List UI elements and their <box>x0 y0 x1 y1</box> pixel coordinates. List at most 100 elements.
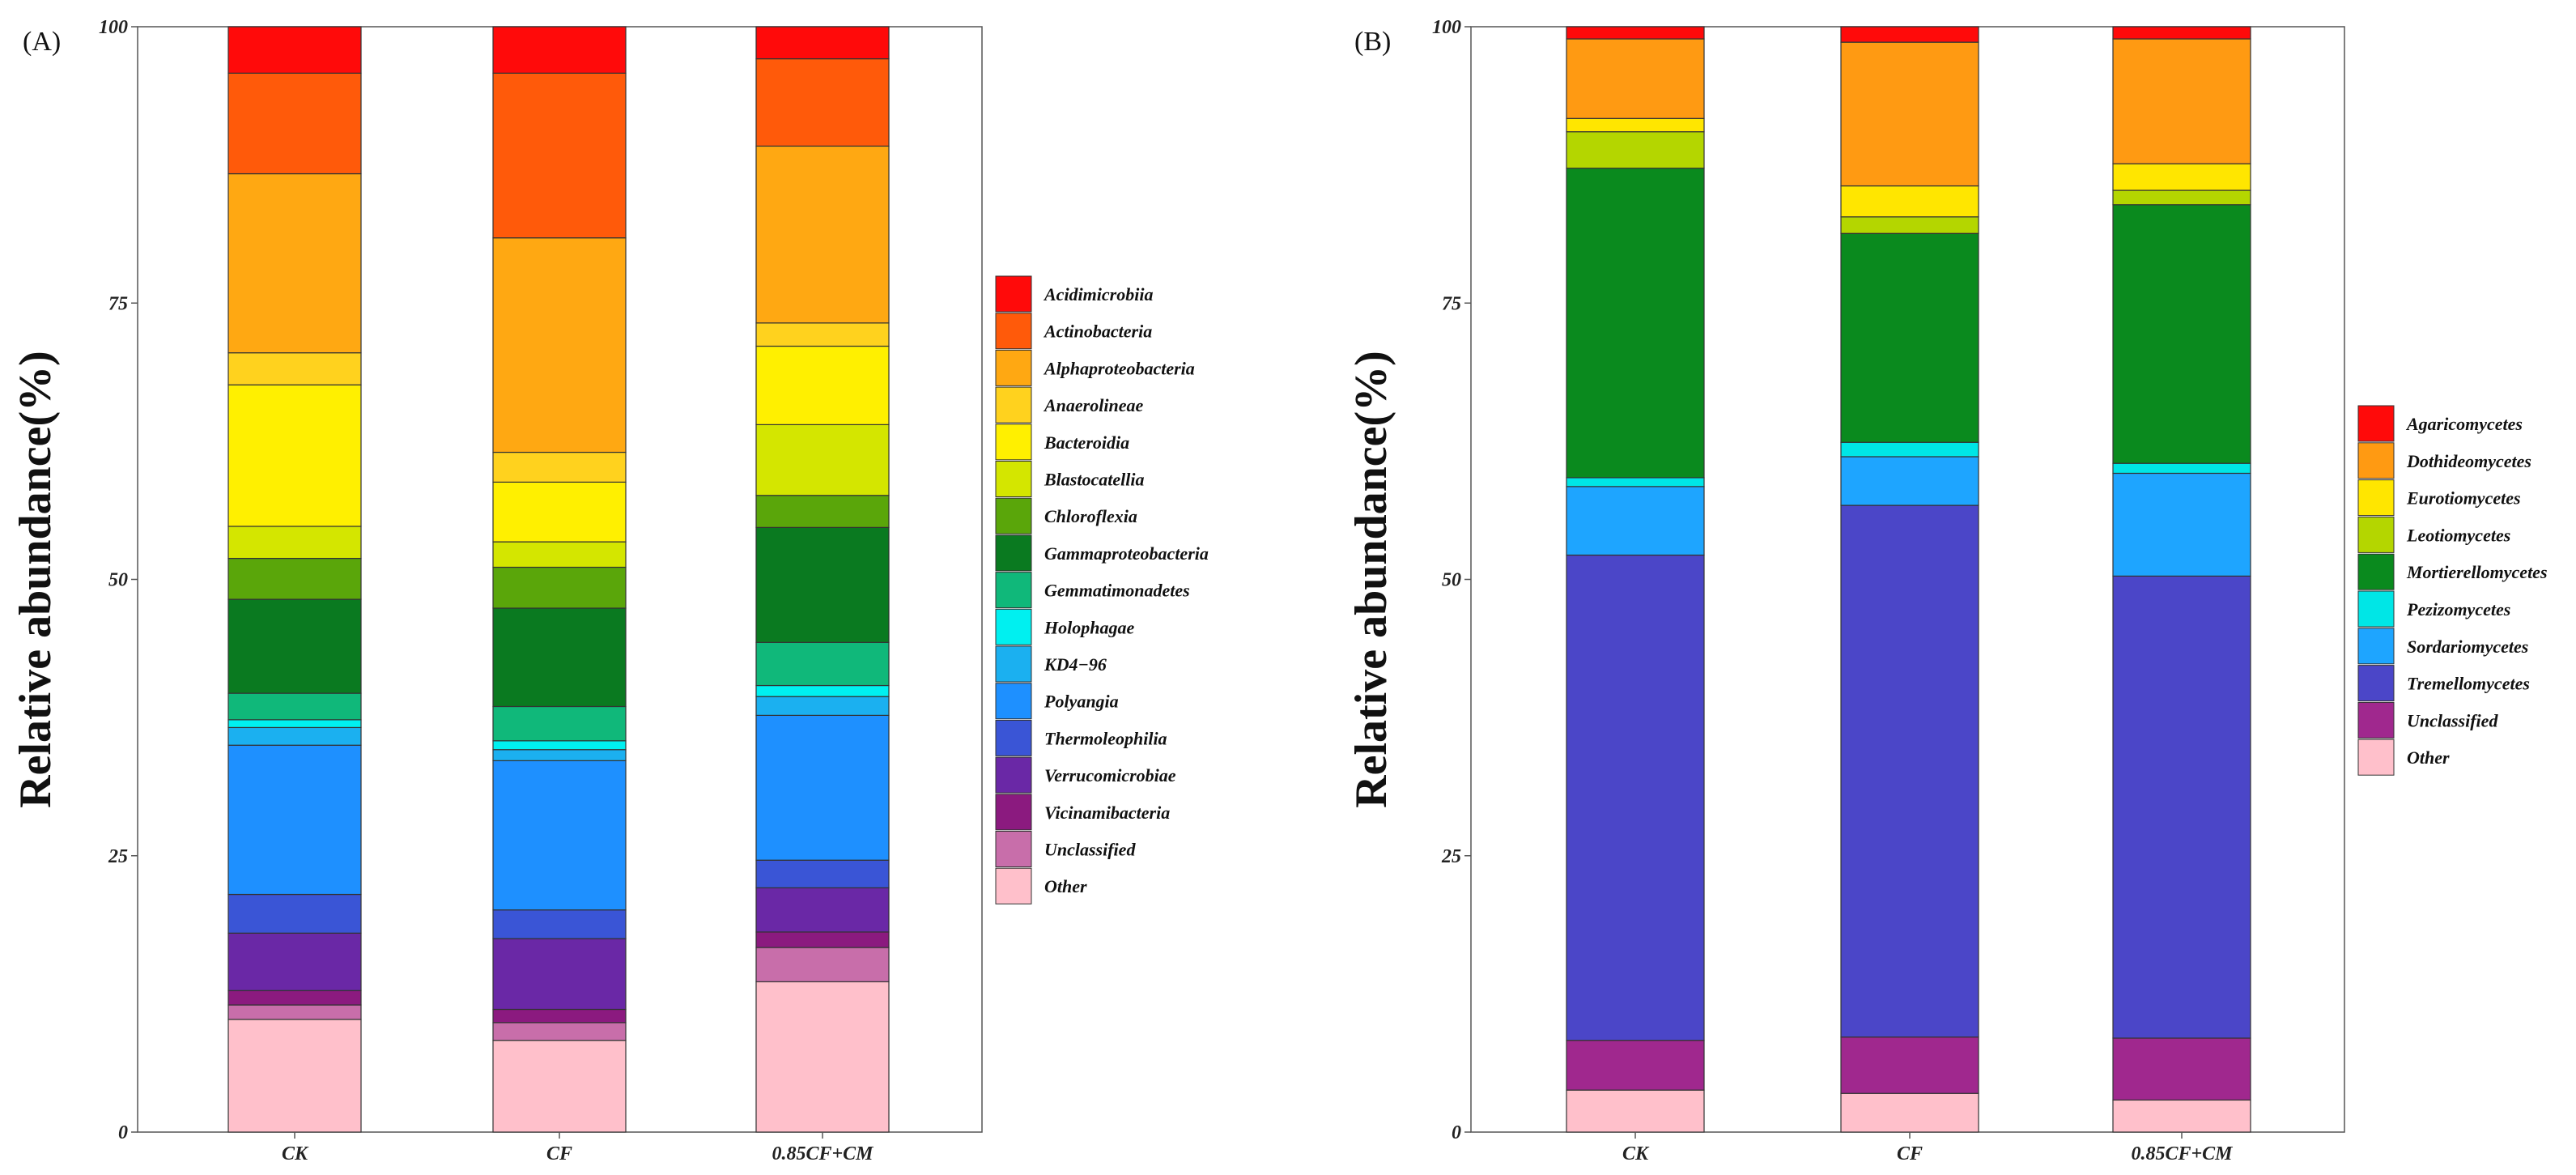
panel-label: (B) <box>1354 27 1391 57</box>
legend-swatch-other <box>995 867 1032 905</box>
bar-segment-ck-unclassified <box>227 1004 362 1020</box>
legend-label-mortierellomycetes: Mortierellomycetes <box>2406 562 2548 582</box>
bar-segment-cf-acidimicrobiia <box>492 26 627 74</box>
legend-label-agaricomycetes: Agaricomycetes <box>2405 414 2523 434</box>
panel-label: (A) <box>23 27 61 57</box>
bar-segment-0-85cf-cm-leotiomycetes <box>2112 189 2251 206</box>
x-tick-label: CK <box>1622 1143 1650 1164</box>
bar-segment-ck-chloroflexia <box>227 557 362 600</box>
legend-label-gammaproteobacteria: Gammaproteobacteria <box>1044 543 1209 564</box>
bar-segment-cf-holophagae <box>492 740 627 751</box>
y-tick-label: 75 <box>108 293 128 314</box>
legend-swatch-thermoleophilia <box>995 719 1032 756</box>
bar-segment-ck-other <box>227 1019 362 1133</box>
legend-swatch-mortierellomycetes <box>2357 553 2395 590</box>
bar-segment-cf-pezizomycetes <box>1840 441 1979 458</box>
y-tick-label: 0 <box>118 1122 128 1143</box>
bar-segment-ck-other <box>1566 1089 1705 1133</box>
y-tick-label: 0 <box>1452 1122 1461 1143</box>
bar-segment-ck-mortierellomycetes <box>1566 168 1705 479</box>
bar-segment-cf-gammaproteobacteria <box>492 607 627 708</box>
legend-swatch-blastocatellia <box>995 461 1032 497</box>
panel-b: (B) Relative abundance(%) 0 25 50 75 100 CK CF 0.… <box>1346 17 2548 1164</box>
bar-segment-0-85cf-cm-polyangia <box>755 714 890 861</box>
bar-segment-0-85cf-cm-acidimicrobiia <box>755 26 890 60</box>
bar-segment-ck-gammaproteobacteria <box>227 598 362 694</box>
bar-segment-ck-dothideomycetes <box>1566 38 1705 119</box>
bar-segment-0-85cf-cm-chloroflexia <box>755 495 890 528</box>
y-axis-label: Relative abundance(%) <box>1346 351 1396 808</box>
bar-segment-0-85cf-cm-alphaproteobacteria <box>755 145 890 324</box>
legend-label-other: Other <box>1044 876 1087 896</box>
bar-segment-0-85cf-cm-other <box>2112 1099 2251 1133</box>
bar-segment-ck-agaricomycetes <box>1566 26 1705 40</box>
bar-segment-0-85cf-cm-actinobacteria <box>755 57 890 147</box>
y-tick-label: 75 <box>1442 293 1461 314</box>
bar-segment-0-85cf-cm-gemmatimonadetes <box>755 641 890 687</box>
legend-label-verrucomicrobiae: Verrucomicrobiae <box>1044 765 1176 785</box>
legend-swatch-vicinamibacteria <box>995 794 1032 831</box>
legend-label-holophagae: Holophagae <box>1044 617 1134 637</box>
bar-segment-cf-vicinamibacteria <box>492 1008 627 1024</box>
legend-swatch-chloroflexia <box>995 497 1032 534</box>
y-tick-label: 100 <box>1432 17 1461 38</box>
bar-segment-ck-leotiomycetes <box>1566 131 1705 169</box>
legend-swatch-other <box>2357 739 2395 776</box>
legend-swatch-bacteroidia <box>995 424 1032 461</box>
bar-segment-ck-tremellomycetes <box>1566 554 1705 1041</box>
bar-segment-ck-blastocatellia <box>227 526 362 560</box>
bar-segment-ck-vicinamibacteria <box>227 990 362 1006</box>
y-tick-label: 100 <box>99 17 128 38</box>
legend-swatch-verrucomicrobiae <box>995 756 1032 794</box>
y-axis-label: Relative abundance(%) <box>11 351 61 808</box>
bar-segment-ck-acidimicrobiia <box>227 26 362 74</box>
bar-segment-0-85cf-cm-bacteroidia <box>755 345 890 425</box>
bar-segment-cf-mortierellomycetes <box>1840 232 1979 443</box>
legend-label-bacteroidia: Bacteroidia <box>1044 432 1129 453</box>
bar-segment-cf-unclassified <box>1840 1037 1979 1094</box>
y-tick-label: 25 <box>108 846 128 867</box>
bar-segment-0-85cf-cm-kd4-96 <box>755 696 890 716</box>
bar-segment-cf-anaerolineae <box>492 451 627 483</box>
bar-segment-ck-alphaproteobacteria <box>227 172 362 354</box>
bar-segment-cf-actinobacteria <box>492 72 627 239</box>
x-tick-label: 0.85CF+CM <box>772 1143 874 1164</box>
bar-segment-ck-verrucomicrobiae <box>227 932 362 991</box>
bar-segment-0-85cf-cm-holophagae <box>755 684 890 697</box>
bar-segment-cf-other <box>1840 1092 1979 1133</box>
bar-segment-0-85cf-cm-thermoleophilia <box>755 859 890 888</box>
legend-swatch-tremellomycetes <box>2357 665 2395 702</box>
bar-segment-ck-thermoleophilia <box>227 893 362 934</box>
bar-segment-ck-actinobacteria <box>227 72 362 175</box>
legend-label-dothideomycetes: Dothideomycetes <box>2406 451 2531 471</box>
bar-segment-0-85cf-cm-anaerolineae <box>755 322 890 347</box>
legend-label-thermoleophilia: Thermoleophilia <box>1044 728 1167 748</box>
legend-swatch-holophagae <box>995 608 1032 645</box>
bar-segment-0-85cf-cm-blastocatellia <box>755 424 890 496</box>
legend-swatch-polyangia <box>995 683 1032 720</box>
legend-label-vicinamibacteria: Vicinamibacteria <box>1044 802 1170 823</box>
bar-segment-cf-eurotiomycetes <box>1840 185 1979 218</box>
bar-segment-cf-bacteroidia <box>492 481 627 543</box>
legend-label-anaerolineae: Anaerolineae <box>1043 395 1143 415</box>
bar-segment-0-85cf-cm-sordariomycetes <box>2112 472 2251 577</box>
legend-label-alphaproteobacteria: Alphaproteobacteria <box>1043 358 1195 378</box>
bar-segment-cf-other <box>492 1040 627 1133</box>
bar-segment-cf-agaricomycetes <box>1840 26 1979 43</box>
legend-swatch-unclassified <box>2357 701 2395 739</box>
legend-swatch-pezizomycetes <box>2357 590 2395 628</box>
legend-label-eurotiomycetes: Eurotiomycetes <box>2406 488 2521 509</box>
bar-segment-cf-blastocatellia <box>492 541 627 568</box>
bar-segment-0-85cf-cm-agaricomycetes <box>2112 26 2251 40</box>
legend-label-pezizomycetes: Pezizomycetes <box>2406 599 2510 619</box>
x-tick-label: CF <box>1897 1143 1923 1164</box>
bar-segment-ck-gemmatimonadetes <box>227 692 362 721</box>
bar-segment-cf-gemmatimonadetes <box>492 705 627 742</box>
bar-segment-cf-sordariomycetes <box>1840 456 1979 506</box>
bar-segment-cf-unclassified <box>492 1022 627 1041</box>
legend-label-gemmatimonadetes: Gemmatimonadetes <box>1044 581 1190 601</box>
bar-segment-0-85cf-cm-tremellomycetes <box>2112 575 2251 1039</box>
bar-segment-ck-sordariomycetes <box>1566 486 1705 556</box>
legend-label-other: Other <box>2407 747 2450 768</box>
